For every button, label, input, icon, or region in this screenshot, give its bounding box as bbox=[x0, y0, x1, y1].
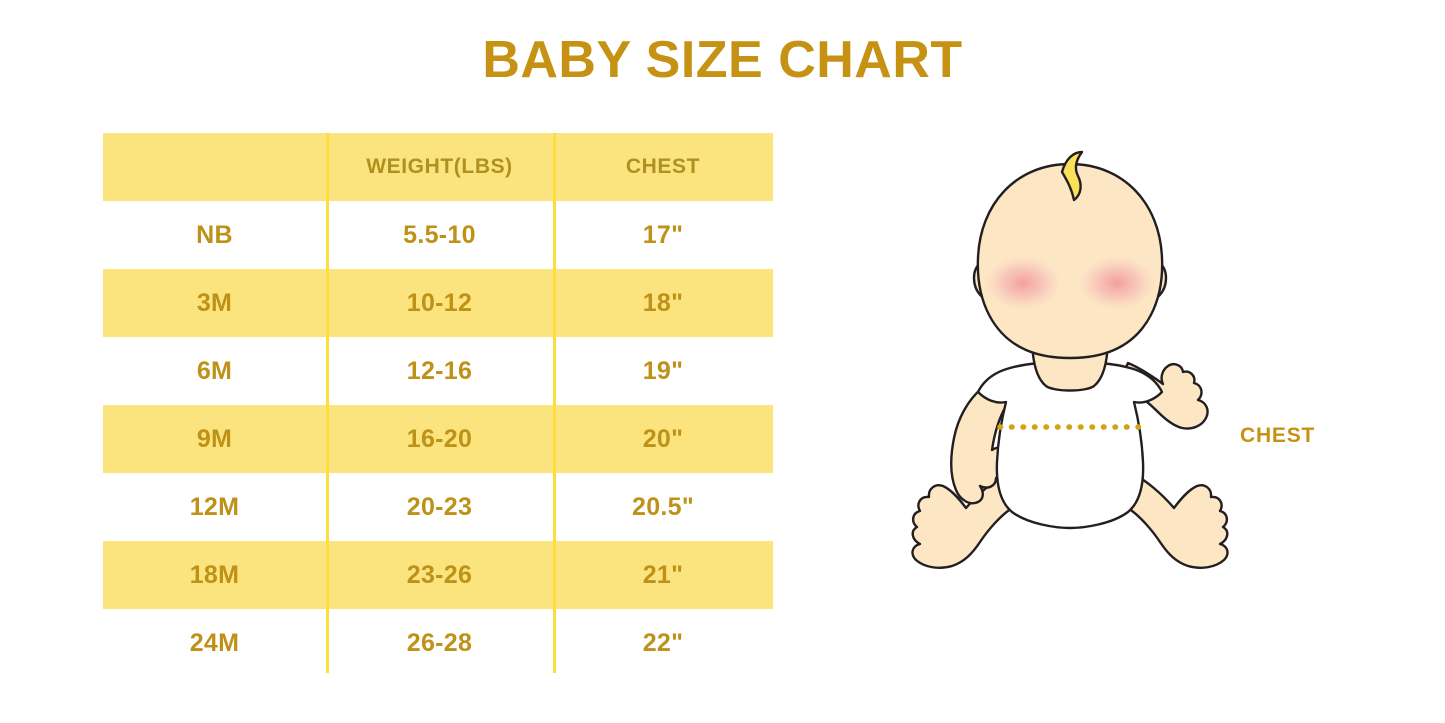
table-row: 12M 20-23 20.5" bbox=[103, 473, 773, 541]
left-arm bbox=[950, 382, 1030, 505]
table-row: 24M 26-28 22" bbox=[103, 609, 773, 677]
cell-size: NB bbox=[196, 220, 233, 249]
cell-chest: 20.5" bbox=[631, 492, 694, 521]
header-cell-weight: WEIGHT(LBS) bbox=[366, 155, 513, 178]
cell-size: 18M bbox=[189, 560, 240, 589]
cell-size: 24M bbox=[189, 628, 240, 657]
table-row: NB 5.5-10 17" bbox=[103, 201, 773, 269]
cell-chest: 19" bbox=[642, 356, 684, 385]
page-title: BABY SIZE CHART bbox=[482, 31, 963, 89]
cell-weight: 23-26 bbox=[406, 560, 473, 589]
chest-label: CHEST bbox=[1240, 424, 1316, 447]
cell-size: 3M bbox=[196, 288, 233, 317]
cell-chest: 20" bbox=[642, 424, 684, 453]
left-cheek bbox=[985, 256, 1061, 310]
left-leg bbox=[911, 470, 1014, 569]
table-row: 18M 23-26 21" bbox=[103, 541, 773, 609]
header-cell-chest: CHEST bbox=[625, 155, 701, 178]
cell-size: 12M bbox=[189, 492, 240, 521]
right-cheek bbox=[1079, 256, 1155, 310]
cell-chest: 22" bbox=[642, 628, 684, 657]
cell-weight: 5.5-10 bbox=[403, 220, 476, 249]
cell-chest: 17" bbox=[642, 220, 684, 249]
table-row: 9M 16-20 20" bbox=[103, 405, 773, 473]
column-divider-2 bbox=[553, 133, 556, 673]
cell-chest: 21" bbox=[642, 560, 684, 589]
baby-illustration bbox=[911, 150, 1229, 569]
table-row: 6M 12-16 19" bbox=[103, 337, 773, 405]
cell-size: 6M bbox=[196, 356, 233, 385]
cell-weight: 16-20 bbox=[406, 424, 473, 453]
size-table: WEIGHT(LBS) CHEST NB 5.5-10 17" 3M 10-12… bbox=[103, 133, 773, 677]
cell-weight: 26-28 bbox=[406, 628, 473, 657]
cell-size: 9M bbox=[196, 424, 233, 453]
cell-weight: 20-23 bbox=[406, 492, 473, 521]
column-divider-1 bbox=[326, 133, 329, 673]
onesie bbox=[976, 360, 1164, 530]
right-leg bbox=[1126, 470, 1229, 569]
table-header-row: WEIGHT(LBS) CHEST bbox=[103, 133, 773, 201]
cell-weight: 12-16 bbox=[406, 356, 473, 385]
hair-curl bbox=[1060, 150, 1084, 202]
cell-chest: 18" bbox=[642, 288, 684, 317]
cell-weight: 10-12 bbox=[406, 288, 473, 317]
table-row: 3M 10-12 18" bbox=[103, 269, 773, 337]
